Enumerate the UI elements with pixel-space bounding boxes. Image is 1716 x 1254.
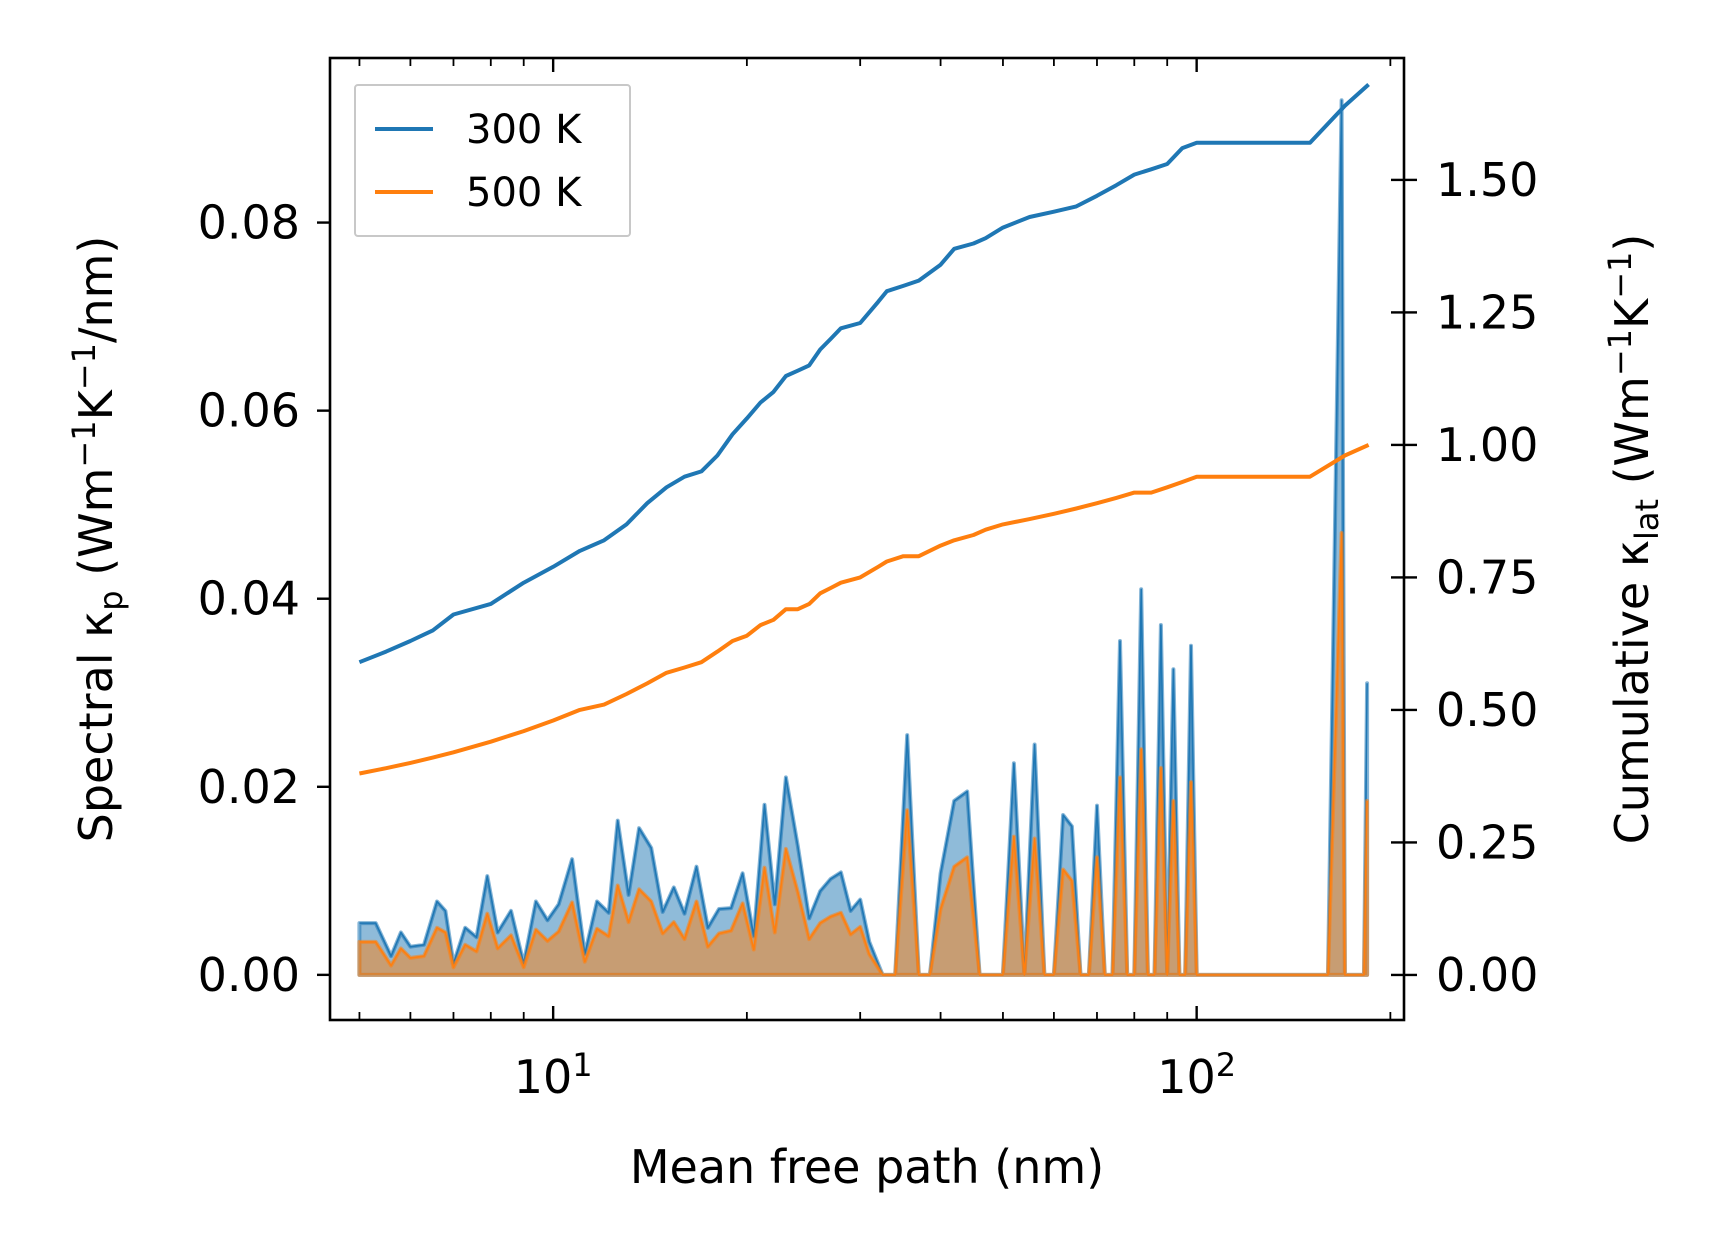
right-y-tick-label: 1.25 [1436, 285, 1538, 339]
left-y-tick-label: 0.04 [198, 572, 300, 626]
x-axis: 101 102 [358, 58, 1392, 1104]
x-axis-title: Mean free path (nm) [630, 1140, 1104, 1194]
legend-label-500k: 500 K [466, 170, 583, 216]
x-tick-label: 101 [514, 1046, 593, 1104]
plot-frame [328, 56, 1406, 1022]
legend: 300 K 500 K [354, 84, 631, 237]
right-y-tick-label: 1.50 [1436, 153, 1538, 207]
cumulative-line-300k [358, 83, 1370, 665]
legend-label-300k: 300 K [466, 107, 583, 153]
left-y-axis-title: Spectral κp (Wm−1K−1/nm) [65, 236, 130, 843]
legend-box [354, 84, 631, 237]
x-tick-label: 102 [1157, 1046, 1236, 1104]
right-y-tick-label: 0.75 [1436, 550, 1538, 604]
cumulative-layer [358, 83, 1370, 776]
left-y-tick-label: 0.00 [198, 948, 300, 1002]
right-y-axis-title: Cumulative κlat (Wm−1K−1) [1601, 234, 1666, 845]
right-y-tick-label: 1.00 [1436, 418, 1538, 472]
left-y-axis: 0.00 0.02 0.04 0.06 0.08 [198, 196, 330, 1002]
spectral-line-500k [359, 532, 1368, 976]
right-y-axis: 0.00 0.25 0.50 0.75 1.00 1.25 1.50 [1391, 153, 1538, 1002]
right-y-tick-label: 0.00 [1436, 948, 1538, 1002]
left-y-tick-label: 0.06 [198, 384, 300, 438]
left-y-tick-label: 0.08 [198, 196, 300, 250]
spectral-layer [357, 98, 1370, 977]
right-y-tick-label: 0.25 [1436, 815, 1538, 869]
cumulative-line-500k [359, 443, 1370, 776]
right-y-tick-label: 0.50 [1436, 683, 1538, 737]
left-y-tick-label: 0.02 [198, 760, 300, 814]
